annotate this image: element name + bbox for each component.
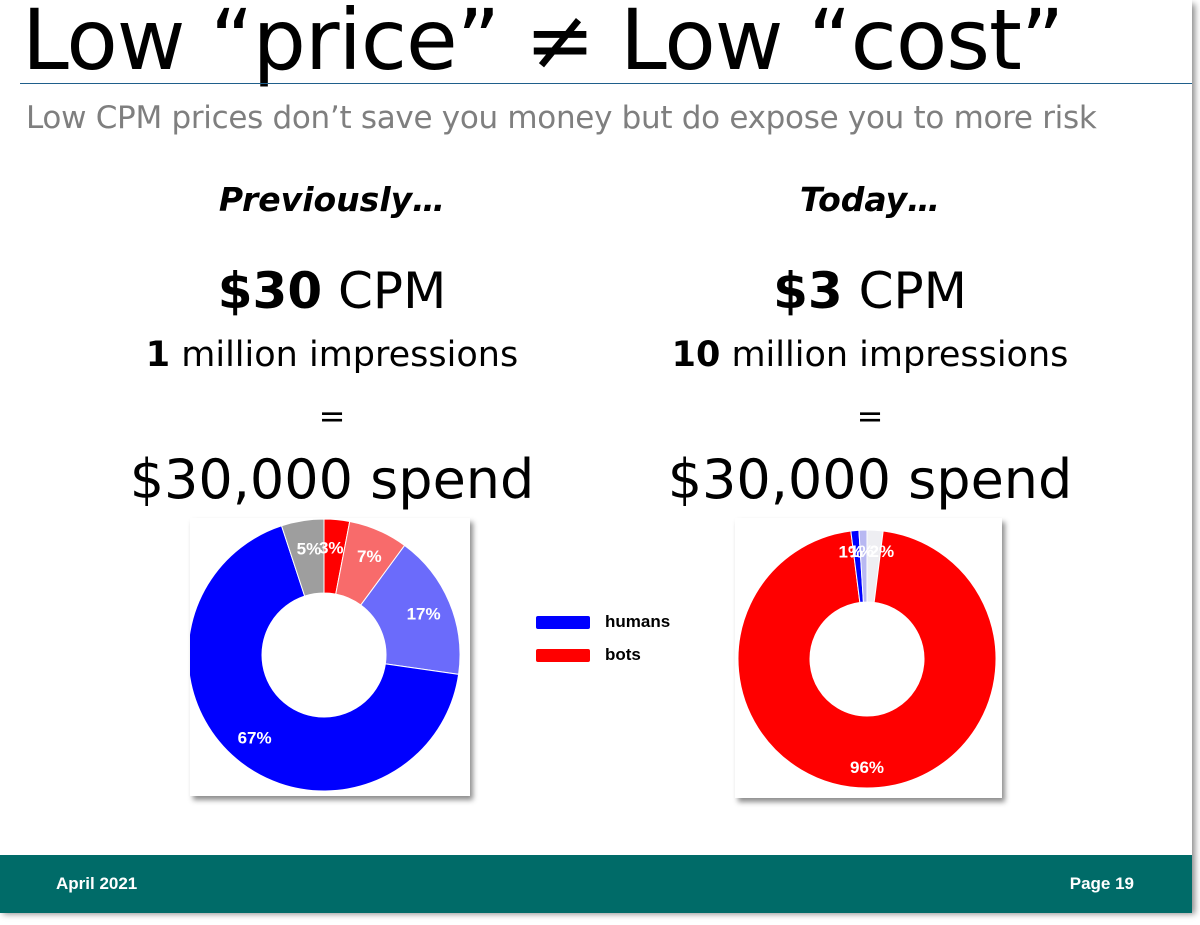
- today-slice-1: [737, 530, 997, 789]
- today-impressions: 10 million impressions: [610, 335, 1130, 375]
- today-heading: Today…: [799, 180, 941, 219]
- today-impressions-text: million impressions: [720, 335, 1069, 375]
- previously-donut-svg: 3% 7% 17% 67% 5%: [190, 518, 461, 792]
- today-cpm: $3 CPM: [610, 262, 1130, 320]
- previously-slice-2: [360, 544, 461, 675]
- slide-title: Low “price” ≠ Low “cost”: [22, 0, 1064, 89]
- previously-slice-label-3: 67%: [238, 729, 272, 748]
- previously-cpm: $30 CPM: [72, 262, 592, 320]
- previously-slice-4: [280, 518, 325, 597]
- previously-donut-chart: 3% 7% 17% 67% 5%: [190, 518, 470, 796]
- footer-bar: April 2021 Page 19: [0, 855, 1192, 913]
- previously-impressions: 1 million impressions: [72, 335, 592, 375]
- today-spend: $30,000 spend: [667, 448, 1073, 511]
- title-divider: [20, 83, 1192, 84]
- footer-date: April 2021: [56, 874, 138, 893]
- previously-equals: =: [318, 397, 346, 435]
- footer-page-number: Page 19: [1069, 874, 1134, 893]
- today-equals: =: [856, 397, 884, 435]
- previously-cpm-unit: CPM: [322, 262, 447, 320]
- previously-slice-3: [190, 525, 460, 792]
- slide-subtitle: Low CPM prices don’t save you money but …: [26, 100, 1097, 136]
- previously-impressions-value: 1: [145, 335, 171, 375]
- today-slice-label-2: 1%: [839, 542, 864, 561]
- today-donut-svg: 2% 96% 1%1%: [737, 529, 997, 789]
- today-cpm-value: $3: [773, 262, 843, 320]
- today-slice-label-1: 96%: [850, 758, 884, 777]
- today-slice-label-3: 1%: [849, 542, 874, 561]
- today-donut-chart: 2% 96% 1% 1%: [735, 518, 1002, 798]
- today-cpm-unit: CPM: [842, 262, 967, 320]
- previously-slice-label-2: 17%: [407, 604, 441, 623]
- previously-slice-label-0: 3%: [319, 538, 344, 557]
- previously-heading: Previously…: [218, 180, 446, 219]
- today-slice-3: [858, 529, 868, 603]
- previously-impressions-text: million impressions: [170, 335, 519, 375]
- previously-cpm-value: $30: [217, 262, 323, 320]
- today-slice-label-0: 2%: [869, 542, 894, 561]
- legend-label-bots: bots: [605, 645, 641, 664]
- previously-spend: $30,000 spend: [129, 448, 535, 511]
- legend-label-humans: humans: [605, 612, 671, 631]
- legend-swatch-humans: [536, 616, 590, 629]
- previously-slice-label-4: 5%: [297, 539, 322, 558]
- today-impressions-value: 10: [671, 335, 721, 375]
- legend-swatch-bots: [536, 649, 590, 662]
- previously-slice-label-1: 7%: [357, 547, 382, 566]
